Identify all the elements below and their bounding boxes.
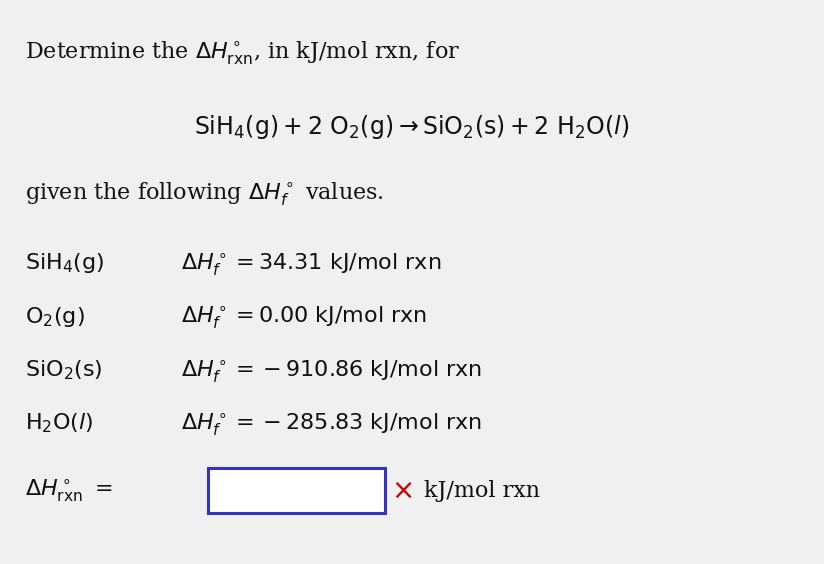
Text: $\times$: $\times$ <box>391 477 413 505</box>
Text: $\Delta H^\circ_f = 34.31\ \mathrm{kJ/mol\ rxn}$: $\Delta H^\circ_f = 34.31\ \mathrm{kJ/mo… <box>181 251 442 277</box>
Text: Determine the $\Delta H^\circ_{\mathrm{rxn}}$, in kJ/mol rxn, for: Determine the $\Delta H^\circ_{\mathrm{r… <box>25 39 460 67</box>
Text: $\Delta H^\circ_f = -910.86\ \mathrm{kJ/mol\ rxn}$: $\Delta H^\circ_f = -910.86\ \mathrm{kJ/… <box>181 358 483 385</box>
Text: $\mathrm{SiH_4(g)}$: $\mathrm{SiH_4(g)}$ <box>25 251 104 275</box>
Text: $\mathrm{SiO_2(s)}$: $\mathrm{SiO_2(s)}$ <box>25 358 102 382</box>
Text: $\mathrm{SiH_4(g) + 2\ O_2(g) \rightarrow SiO_2(s) + 2\ H_2O(\mathit{l})}$: $\mathrm{SiH_4(g) + 2\ O_2(g) \rightarro… <box>194 113 630 141</box>
FancyBboxPatch shape <box>208 468 385 513</box>
Text: given the following $\Delta H^\circ_f$ values.: given the following $\Delta H^\circ_f$ v… <box>25 180 384 208</box>
Text: $\mathrm{O_2(g)}$: $\mathrm{O_2(g)}$ <box>25 305 85 329</box>
Text: $\mathrm{H_2O(\mathit{l})}$: $\mathrm{H_2O(\mathit{l})}$ <box>25 412 93 435</box>
Text: $\Delta H^\circ_{\mathrm{rxn}}\ =$: $\Delta H^\circ_{\mathrm{rxn}}\ =$ <box>25 477 113 504</box>
Text: $\Delta H^\circ_f = 0.00\ \mathrm{kJ/mol\ rxn}$: $\Delta H^\circ_f = 0.00\ \mathrm{kJ/mol… <box>181 305 428 331</box>
Text: $\Delta H^\circ_f = -285.83\ \mathrm{kJ/mol\ rxn}$: $\Delta H^\circ_f = -285.83\ \mathrm{kJ/… <box>181 412 483 438</box>
Text: kJ/mol rxn: kJ/mol rxn <box>424 479 541 502</box>
